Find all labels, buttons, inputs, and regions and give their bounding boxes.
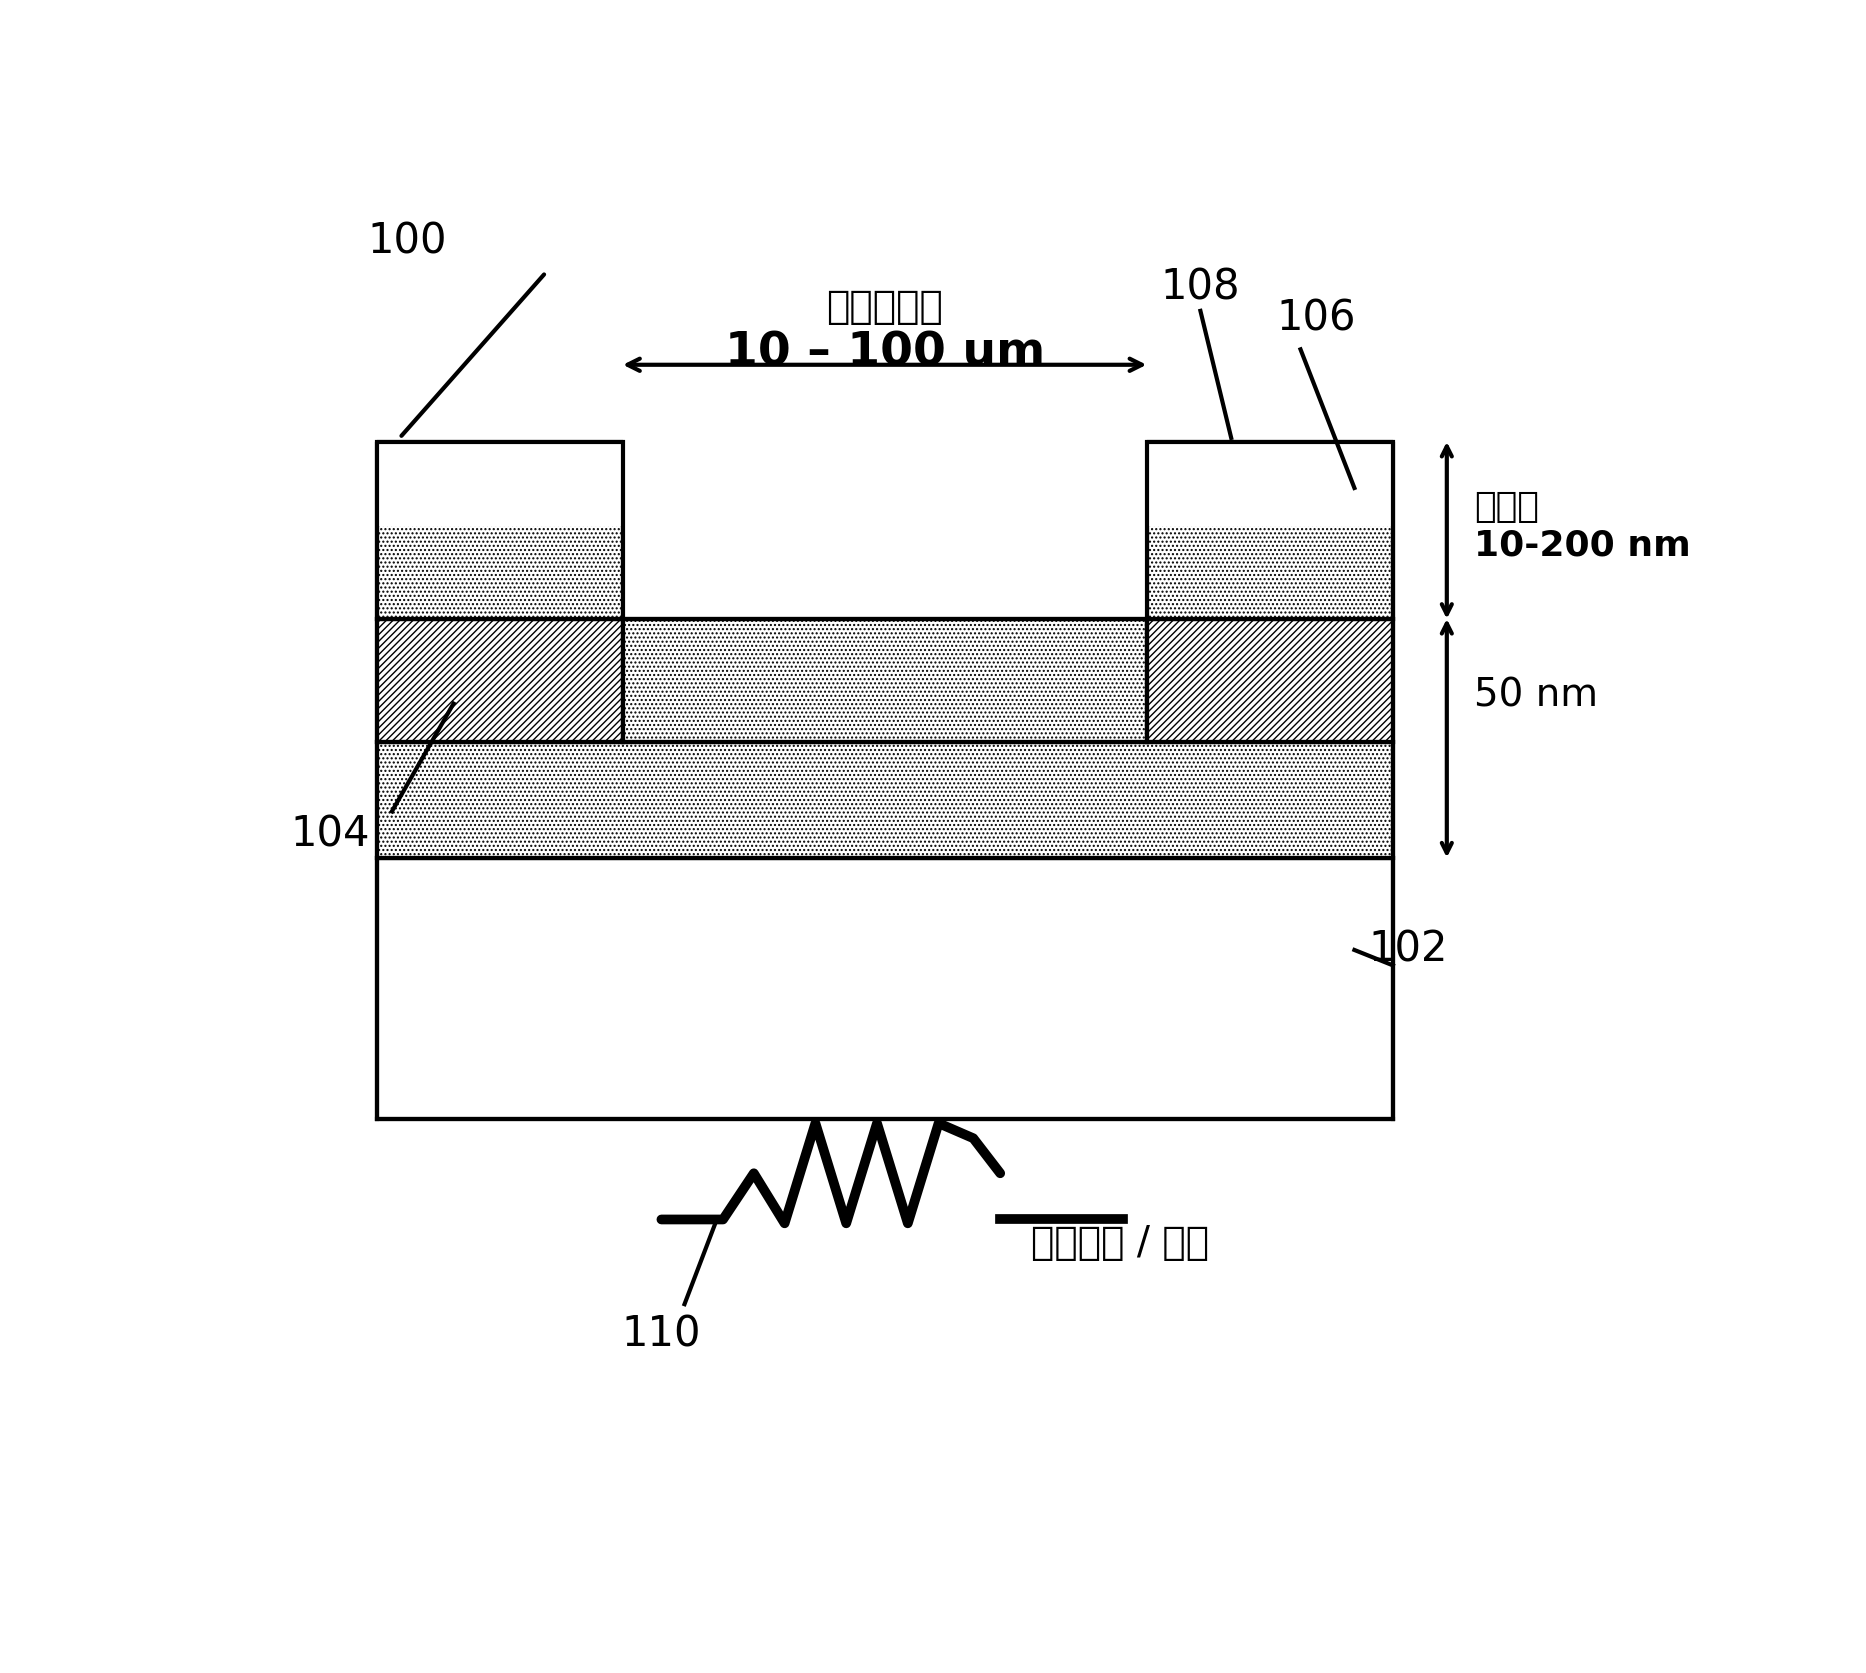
Text: 110: 110 (621, 1313, 702, 1357)
Text: 电极间隙：: 电极间隙： (827, 288, 942, 326)
Text: 100: 100 (368, 221, 448, 263)
Text: 加热元件 / 热板: 加热元件 / 热板 (1032, 1223, 1209, 1261)
Bar (377, 619, 623, 743)
Text: 10 – 100 um: 10 – 100 um (724, 331, 1045, 376)
Text: 106: 106 (1276, 298, 1357, 340)
Bar (623, 619, 1146, 743)
Bar (377, 442, 623, 619)
Bar (1146, 619, 1392, 743)
Text: 10-200 nm: 10-200 nm (1474, 529, 1691, 562)
Text: 102: 102 (1368, 929, 1448, 970)
Bar (377, 442, 623, 527)
Text: 厚度：: 厚度： (1474, 490, 1539, 524)
Bar (377, 743, 1392, 858)
Bar (1146, 442, 1392, 619)
Text: 50 nm: 50 nm (1474, 678, 1597, 714)
Text: 104: 104 (291, 813, 369, 855)
Bar (623, 442, 1146, 619)
Text: 108: 108 (1161, 266, 1241, 310)
Bar (377, 858, 1392, 1119)
Bar (1146, 442, 1392, 527)
